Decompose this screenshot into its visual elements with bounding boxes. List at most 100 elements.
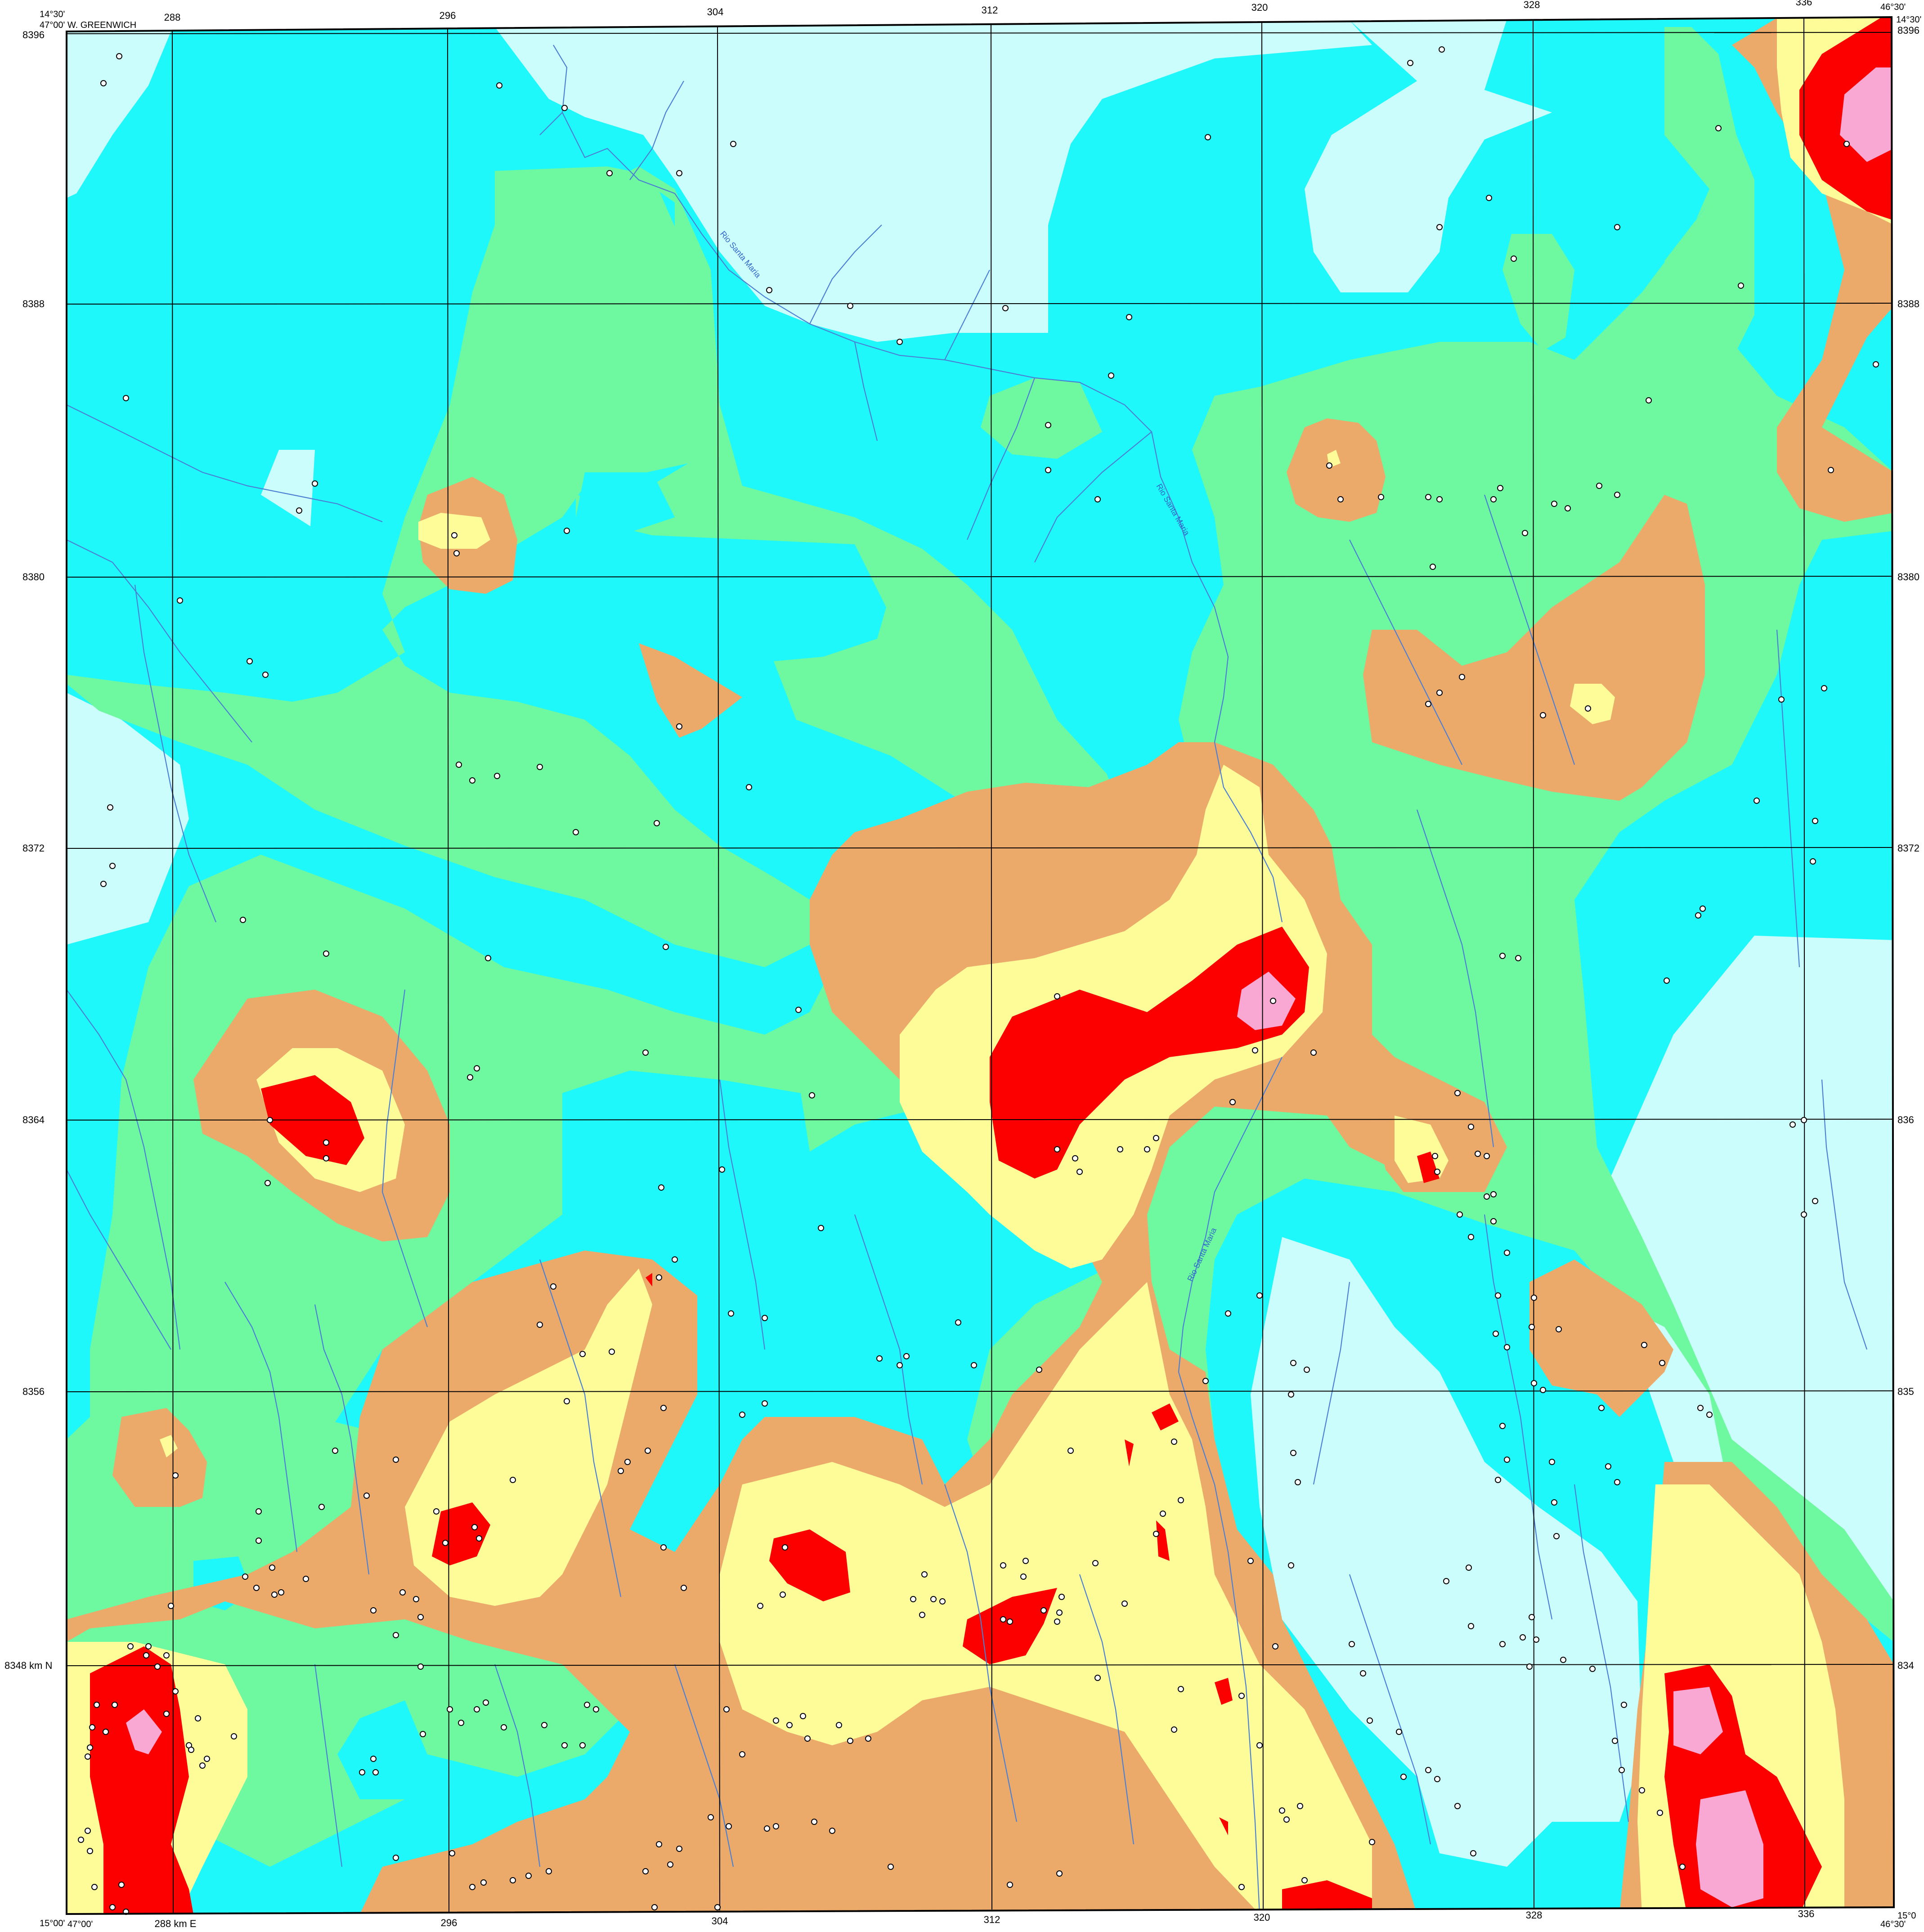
sample-point bbox=[332, 1448, 338, 1454]
sample-point bbox=[1614, 1479, 1620, 1485]
sample-point bbox=[1540, 1387, 1546, 1393]
sample-points bbox=[78, 46, 1879, 1915]
sample-point bbox=[1646, 397, 1652, 403]
sample-point bbox=[188, 1747, 194, 1753]
sample-point bbox=[91, 1884, 98, 1890]
sample-point bbox=[359, 1769, 365, 1775]
sample-point bbox=[1700, 905, 1706, 912]
sample-point bbox=[1290, 1360, 1296, 1366]
sample-point bbox=[1036, 1367, 1042, 1373]
easting-bottom-304: 304 bbox=[712, 1915, 728, 1927]
sample-point bbox=[1843, 141, 1850, 147]
sample-point bbox=[930, 1596, 937, 1602]
sample-point bbox=[1126, 314, 1132, 320]
zone-red-tiny-2 bbox=[1125, 1439, 1134, 1466]
sample-point bbox=[483, 1699, 489, 1706]
sample-point bbox=[318, 1504, 325, 1510]
sample-point bbox=[541, 1722, 547, 1728]
sample-point bbox=[107, 804, 113, 811]
sample-point bbox=[1326, 462, 1332, 469]
sample-point bbox=[1002, 305, 1009, 311]
sample-point bbox=[100, 80, 107, 86]
sample-point bbox=[269, 1564, 275, 1571]
sample-point bbox=[267, 1117, 273, 1123]
sample-point bbox=[480, 1879, 487, 1886]
sample-point bbox=[714, 1904, 721, 1910]
sample-point bbox=[94, 1702, 100, 1708]
label-bottom-left-lon: 47°00' bbox=[67, 1919, 93, 1929]
zone-pink-central bbox=[1237, 972, 1296, 1030]
zone-cyan-central bbox=[562, 1071, 810, 1304]
sample-point bbox=[888, 1864, 894, 1870]
sample-point bbox=[1490, 496, 1497, 502]
northing-right-8372: 8372 bbox=[1897, 843, 1920, 854]
sample-point bbox=[676, 1846, 682, 1852]
sample-point bbox=[1533, 1636, 1539, 1643]
easting-bottom-312: 312 bbox=[984, 1914, 1000, 1925]
sample-point bbox=[1400, 1774, 1407, 1780]
sample-point bbox=[1367, 1717, 1373, 1724]
river-trib-6 bbox=[966, 377, 1036, 540]
sample-point bbox=[1279, 1807, 1285, 1814]
sample-point bbox=[667, 1861, 673, 1868]
sample-point bbox=[1493, 1331, 1499, 1337]
sample-point bbox=[474, 1065, 480, 1071]
sample-point bbox=[955, 1319, 961, 1326]
sample-point bbox=[1515, 955, 1521, 961]
sample-point bbox=[782, 1544, 788, 1551]
sample-point bbox=[1812, 818, 1818, 824]
sample-point bbox=[795, 1007, 802, 1013]
easting-top-320: 320 bbox=[1251, 2, 1268, 13]
sample-point bbox=[1499, 1641, 1506, 1647]
sample-point bbox=[1551, 1499, 1557, 1506]
sample-point bbox=[1247, 1558, 1254, 1564]
river-trib-1 bbox=[539, 45, 568, 135]
sample-point bbox=[728, 1310, 734, 1317]
sample-point bbox=[242, 1573, 248, 1580]
tick-labels: 288 296 304 312 320 328 336 288 km E 296… bbox=[4, 0, 1920, 1929]
sample-point bbox=[1436, 224, 1443, 230]
sample-point bbox=[1007, 1882, 1013, 1888]
sample-point bbox=[1054, 993, 1060, 1000]
sample-point bbox=[1094, 496, 1101, 502]
sample-point bbox=[78, 1837, 84, 1843]
sample-point bbox=[496, 82, 502, 89]
zone-red-central-1 bbox=[990, 927, 1309, 1179]
sample-point bbox=[278, 1589, 284, 1596]
sample-point bbox=[764, 1825, 770, 1832]
sample-point bbox=[939, 1598, 946, 1605]
sample-point bbox=[1695, 912, 1701, 919]
sample-point bbox=[847, 1738, 853, 1744]
river-santa-maria-lower bbox=[1178, 1057, 1283, 1914]
sample-point bbox=[651, 1904, 658, 1910]
sample-point bbox=[449, 1850, 455, 1856]
sample-point bbox=[723, 1706, 730, 1712]
zone-red-tiny-4 bbox=[1215, 1678, 1233, 1705]
sample-point bbox=[1641, 1342, 1647, 1348]
zone-orange-se bbox=[1529, 1260, 1673, 1417]
sample-point bbox=[1470, 1850, 1476, 1856]
river-central-1 bbox=[539, 1259, 622, 1597]
sample-point bbox=[1288, 1562, 1294, 1569]
sample-point bbox=[1360, 1670, 1366, 1676]
river-east-1 bbox=[1349, 539, 1462, 765]
sample-point bbox=[660, 1544, 667, 1551]
sample-point bbox=[1153, 1531, 1159, 1537]
sample-point bbox=[1490, 1218, 1497, 1224]
sample-point bbox=[708, 1814, 714, 1820]
sample-point bbox=[730, 141, 736, 147]
sample-point bbox=[1484, 1153, 1490, 1159]
sample-point bbox=[451, 532, 457, 538]
sample-point bbox=[1238, 1693, 1245, 1699]
sample-point bbox=[1160, 1511, 1166, 1517]
sample-point bbox=[1540, 712, 1546, 718]
northing-right-834: 834 bbox=[1897, 1660, 1914, 1671]
sample-point bbox=[112, 1702, 118, 1708]
sample-point bbox=[1475, 1151, 1481, 1157]
sample-point bbox=[1504, 1250, 1510, 1256]
zone-lightcyan-north bbox=[495, 20, 1372, 342]
grid-line-northing-3 bbox=[66, 847, 1893, 849]
northing-left-unit: 8348 km N bbox=[4, 1660, 52, 1671]
sample-point bbox=[323, 1139, 329, 1146]
